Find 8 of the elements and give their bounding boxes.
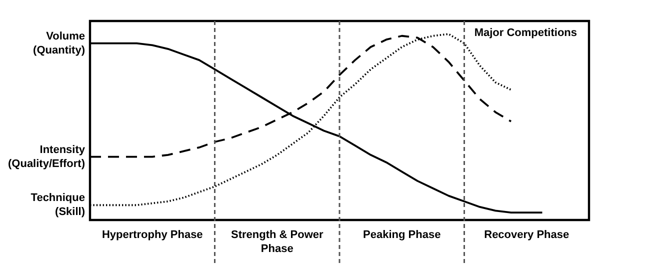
x-tick-label: Peaking Phase (363, 229, 441, 241)
series-label: Volume (Quantity) (33, 30, 86, 56)
x-tick-label: Hypertrophy Phase (102, 229, 203, 241)
x-tick-label: Strength & Power Phase (230, 229, 324, 255)
x-tick-label: Recovery Phase (484, 229, 570, 241)
annotation: Major Competitions (474, 27, 577, 39)
series-label: Technique (Skill) (30, 192, 86, 218)
series-label: Intensity (Quality/Effort) (8, 144, 86, 170)
